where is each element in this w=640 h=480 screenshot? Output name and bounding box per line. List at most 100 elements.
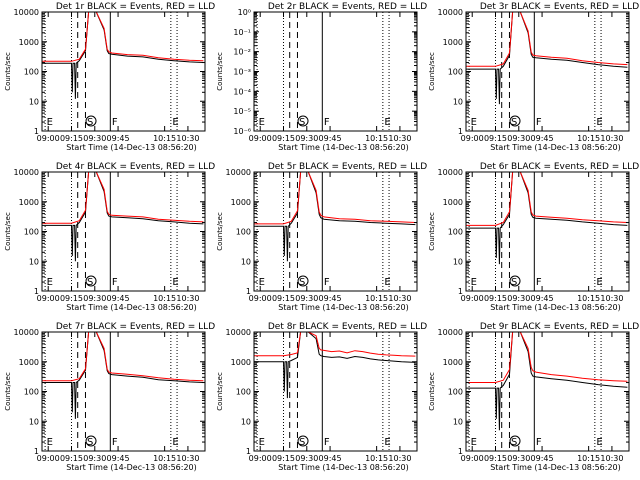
y-tick-label: 100 [448,68,463,77]
marker-label-s: S [87,437,93,448]
marker-label-e: E [596,117,602,128]
marker-label-e: E [471,437,477,448]
x-tick-label: 10:30 [600,454,623,463]
y-tick-label: 10000 [226,168,251,177]
marker-label-s: S [299,117,305,128]
x-tick-label: 10:30 [600,294,623,303]
marker-label-f: F [112,277,118,288]
marker-label-s: S [511,277,517,288]
series-line-events [254,331,416,399]
marker-label-circle [85,435,97,447]
y-tick-label: 100 [24,228,39,237]
x-axis-label: Start Time (14-Dec-13 08:56:20) [490,143,621,152]
x-tick-label: 09:00 [249,294,272,303]
x-tick-label: 09:30 [507,294,530,303]
marker-label-e: E [47,117,53,128]
y-tick-label: 100 [236,228,251,237]
series-line-lld [466,11,628,67]
panel-title: Det 6r BLACK = Events, RED = LLD [480,162,639,172]
x-tick-label: 09:45 [107,454,130,463]
y-tick-label: 1 [246,287,251,296]
y-tick-label: 100 [448,388,463,397]
series-line-lld [42,11,204,62]
y-tick-label: 1000 [19,358,39,367]
x-tick-label: 09:00 [461,134,484,143]
y-tick-label: 10000 [14,168,39,177]
x-tick-label: 09:00 [249,454,272,463]
y-axis-label: Counts/sec [4,212,12,251]
marker-label-e: E [259,277,265,288]
marker-label-e: E [384,437,390,448]
plot-frame [41,331,206,452]
x-tick-label: 09:15 [60,134,83,143]
plot-frame [41,11,206,132]
x-tick-label: 09:45 [319,134,342,143]
series-line-lld [42,171,204,224]
x-tick-label: 09:30 [83,294,106,303]
x-tick-label: 09:45 [319,294,342,303]
marker-label-e: E [172,117,178,128]
marker-label-e: E [596,437,602,448]
marker-label-e: E [471,277,477,288]
panel-title: Det 8r BLACK = Events, RED = LLD [268,322,427,332]
y-tick-label: 10 [241,257,251,266]
series-line-lld [466,331,628,383]
x-tick-label: 10:15 [365,454,388,463]
marker-label-circle [85,115,97,127]
x-tick-label: 09:45 [107,134,130,143]
y-tick-label: 1 [34,287,39,296]
y-axis-label: Counts/sec [216,212,224,251]
x-tick-label: 09:00 [461,294,484,303]
series-line-events [42,331,204,419]
y-axis-label: Counts/sec [428,372,436,411]
y-tick-label: 10⁰ [238,8,251,17]
y-tick-label: 10⁻⁶ [233,127,251,136]
series-line-events [466,171,628,265]
x-axis-label: Start Time (14-Dec-13 08:56:20) [278,463,409,472]
panel-title: Det 1r BLACK = Events, RED = LLD [56,2,215,12]
y-tick-label: 1 [458,447,463,456]
x-tick-label: 09:15 [272,454,295,463]
x-tick-label: 10:30 [176,454,199,463]
marker-label-e: E [259,437,265,448]
x-tick-label: 10:15 [365,294,388,303]
marker-label-circle [509,115,521,127]
marker-label-f: F [536,277,542,288]
x-tick-label: 09:45 [531,134,554,143]
y-tick-label: 1 [458,287,463,296]
x-tick-label: 09:15 [484,134,507,143]
y-tick-label: 1000 [443,38,463,47]
x-axis-label: Start Time (14-Dec-13 08:56:20) [490,463,621,472]
x-tick-label: 09:15 [272,134,295,143]
y-tick-label: 100 [236,388,251,397]
y-tick-label: 10 [453,257,463,266]
x-tick-label: 10:15 [153,134,176,143]
x-tick-label: 09:45 [319,454,342,463]
x-tick-label: 09:00 [249,134,272,143]
y-tick-label: 1 [34,127,39,136]
x-tick-label: 09:30 [83,134,106,143]
x-tick-label: 10:15 [577,294,600,303]
y-tick-label: 100 [24,68,39,77]
y-tick-label: 1000 [231,198,251,207]
x-tick-label: 09:30 [295,454,318,463]
marker-label-e: E [47,437,53,448]
x-tick-label: 10:30 [600,134,623,143]
y-tick-label: 1 [34,447,39,456]
x-tick-label: 09:15 [272,294,295,303]
y-tick-label: 10 [29,97,39,106]
series-line-events [42,171,204,262]
y-tick-label: 10000 [438,8,463,17]
series-line-events [254,171,416,262]
y-axis-label: Counts/sec [216,52,224,91]
marker-label-f: F [536,437,542,448]
y-axis-label: Counts/sec [428,212,436,251]
x-tick-label: 10:15 [153,294,176,303]
plot-frame [465,171,630,292]
plot-frame [253,331,418,452]
x-tick-label: 10:15 [577,454,600,463]
y-tick-label: 10 [453,417,463,426]
